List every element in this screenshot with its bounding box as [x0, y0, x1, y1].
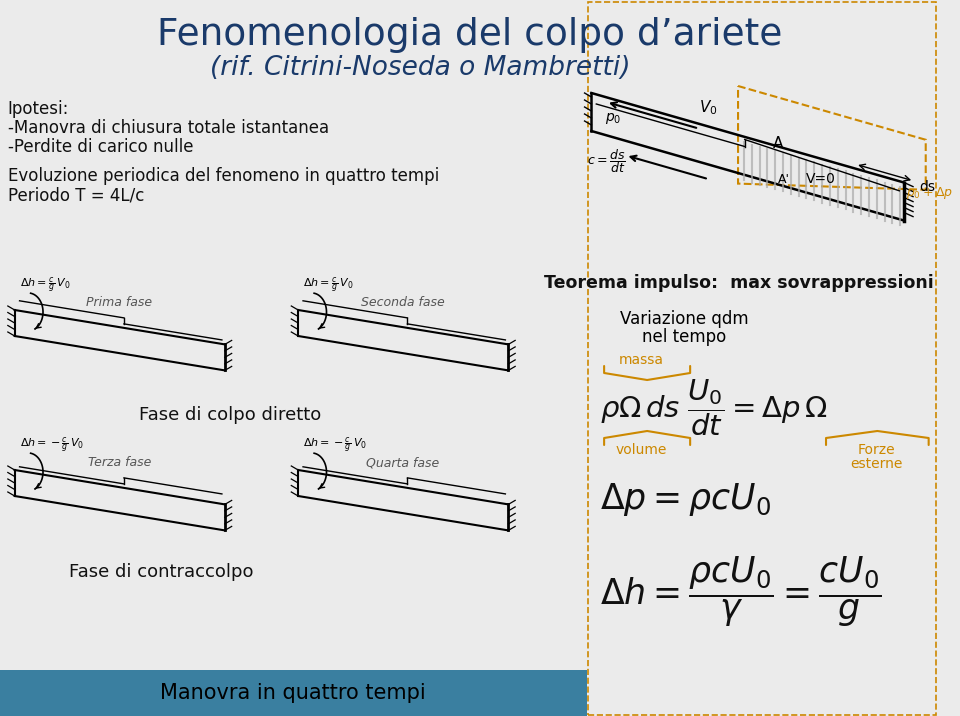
Text: -Perdite di carico nulle: -Perdite di carico nulle	[8, 138, 193, 156]
Text: volume: volume	[615, 443, 667, 457]
Text: Variazione qdm: Variazione qdm	[620, 310, 749, 328]
Text: $\Delta h = \dfrac{\rho c U_0}{\gamma} =\dfrac{c U_0}{g}$: $\Delta h = \dfrac{\rho c U_0}{\gamma} =…	[600, 555, 881, 629]
Text: Evoluzione periodica del fenomeno in quattro tempi: Evoluzione periodica del fenomeno in qua…	[8, 167, 439, 185]
Text: $V_0$: $V_0$	[699, 98, 717, 117]
Text: massa: massa	[619, 353, 663, 367]
Text: -Manovra di chiusura totale istantanea: -Manovra di chiusura totale istantanea	[8, 119, 329, 137]
Text: $\Delta h = \frac{c}{g}\,V_0$: $\Delta h = \frac{c}{g}\,V_0$	[19, 276, 70, 296]
Text: $\rho\Omega\,ds\;\dfrac{U_0}{dt} = \Delta p\,\Omega$: $\rho\Omega\,ds\;\dfrac{U_0}{dt} = \Delt…	[600, 377, 828, 438]
Text: (rif. Citrini-Noseda o Mambretti): (rif. Citrini-Noseda o Mambretti)	[210, 55, 631, 81]
Text: Periodo T = 4L/c: Periodo T = 4L/c	[8, 186, 144, 204]
Text: $\Delta p = \rho c U_0$: $\Delta p = \rho c U_0$	[600, 481, 771, 518]
Text: Manovra in quattro tempi: Manovra in quattro tempi	[160, 683, 426, 703]
Text: $\Delta h = \frac{c}{g}\,V_0$: $\Delta h = \frac{c}{g}\,V_0$	[303, 276, 353, 296]
Text: $\Delta h = -\frac{c}{g}\,V_0$: $\Delta h = -\frac{c}{g}\,V_0$	[19, 436, 84, 456]
Text: Ipotesi:: Ipotesi:	[8, 100, 69, 118]
Text: Forze: Forze	[858, 443, 896, 457]
Text: Fase di colpo diretto: Fase di colpo diretto	[138, 406, 321, 424]
Text: Fenomenologia del colpo d’ariete: Fenomenologia del colpo d’ariete	[156, 17, 781, 53]
Text: V=0: V=0	[806, 173, 836, 186]
Text: A': A'	[778, 173, 790, 185]
Text: Teorema impulso:  max sovrappressioni: Teorema impulso: max sovrappressioni	[543, 274, 933, 292]
Text: Quarta fase: Quarta fase	[366, 456, 440, 469]
Text: Seconda fase: Seconda fase	[361, 296, 444, 309]
Text: Prima fase: Prima fase	[86, 296, 153, 309]
Text: esterne: esterne	[851, 457, 903, 471]
Text: $p_0$: $p_0$	[605, 111, 621, 126]
Bar	[0, 670, 587, 716]
Text: Terza fase: Terza fase	[87, 456, 151, 469]
Text: A: A	[773, 136, 783, 151]
Text: nel tempo: nel tempo	[642, 328, 727, 346]
Text: Fase di contraccolpo: Fase di contraccolpo	[69, 563, 253, 581]
Text: $p_0 + \Delta p$: $p_0 + \Delta p$	[906, 185, 953, 201]
Text: $c = \dfrac{ds}{dt}$: $c = \dfrac{ds}{dt}$	[587, 147, 625, 175]
Text: $\Delta h = -\frac{c}{g}\,V_0$: $\Delta h = -\frac{c}{g}\,V_0$	[303, 436, 367, 456]
Text: ds: ds	[919, 180, 935, 195]
